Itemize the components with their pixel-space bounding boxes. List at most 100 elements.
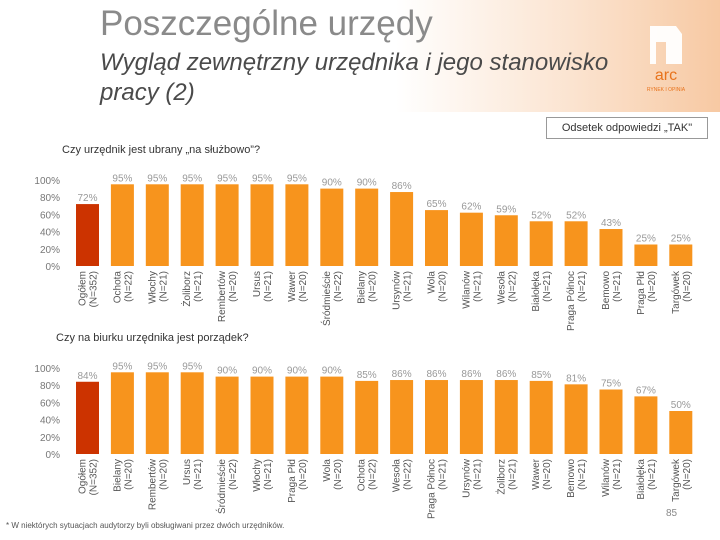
chart2-bar [459, 380, 483, 454]
chart2-value-label: 90% [287, 366, 307, 377]
category-n: (N=21) [542, 271, 553, 302]
chart1-value-label: 62% [461, 202, 481, 213]
chart2-category-label: Wesoła(N=22) [392, 459, 414, 493]
page-number: 85 [666, 508, 678, 519]
category-name: Wilanów [461, 270, 472, 309]
chart2-bar [355, 380, 379, 454]
category-n: (N=20) [298, 271, 309, 302]
category-n: (N=21) [158, 271, 169, 302]
svg-text:RYNEK I OPINIA: RYNEK I OPINIA [647, 87, 686, 93]
category-name: Śródmieście [215, 459, 228, 514]
category-n: (N=20) [123, 459, 134, 490]
category-name: Ursynów [461, 458, 472, 498]
category-name: Ochota [357, 459, 368, 492]
chart2-bar [285, 376, 309, 454]
category-name: Rembertów [147, 458, 158, 510]
chart2-value-label: 95% [182, 361, 202, 372]
chart1-title: Czy urzędnik jest ubrany „na służbowo”? [62, 144, 261, 156]
category-name: Ursus [182, 459, 193, 485]
category-n: (N=20) [438, 271, 449, 302]
chart2-value-label: 90% [252, 366, 272, 377]
chart1-ytick: 40% [40, 228, 60, 239]
chart2-category-label: Wawer(N=20) [531, 458, 553, 490]
chart1-bar [145, 184, 169, 266]
category-n: (N=352) [89, 459, 100, 495]
chart2-category-label: Białołęka(N=21) [636, 459, 658, 500]
chart2-category-label: Bemowo(N=21) [566, 459, 588, 498]
chart2-ytick: 0% [46, 450, 61, 461]
chart2-value-label: 86% [461, 369, 481, 380]
category-name: Wesoła [392, 459, 403, 493]
category-n: (N=22) [123, 271, 134, 302]
category-n: (N=20) [333, 459, 344, 490]
category-name: Wesoła [496, 271, 507, 305]
chart2-value-label: 90% [322, 366, 342, 377]
chart1-bar [320, 188, 344, 266]
category-n: (N=22) [403, 459, 414, 490]
chart2-value-label: 75% [601, 379, 621, 390]
chart2-bar [145, 372, 169, 454]
chart1-bar [599, 229, 623, 266]
category-name: Białołęka [531, 271, 542, 312]
chart1-value-label: 65% [426, 199, 446, 210]
chart2-bar [180, 372, 204, 454]
category-name: Śródmieście [320, 271, 333, 326]
chart1-category-label: Praga Płd(N=20) [636, 271, 658, 315]
chart2-value-label: 95% [112, 361, 132, 372]
category-n: (N=21) [193, 459, 204, 490]
chart1-category-label: Ursynów(N=21) [392, 270, 414, 310]
chart1-category-label: Żoliborz(N=21) [180, 271, 204, 307]
chart1-category-label: Wesoła(N=22) [496, 271, 518, 305]
chart2-category-label: Wola(N=20) [322, 459, 344, 490]
chart1-ytick: 20% [40, 245, 60, 256]
category-name: Praga Północ [566, 271, 577, 331]
chart1-bar [110, 184, 134, 266]
chart2-category-label: Ursynów(N=21) [461, 458, 483, 498]
chart2-value-label: 67% [636, 385, 656, 396]
category-n: (N=21) [647, 459, 658, 490]
chart1-bar [564, 221, 588, 266]
page-title: Poszczególne urzędy [100, 4, 433, 43]
chart2-category-label: Żoliborz(N=21) [494, 459, 518, 495]
chart2-bar [564, 384, 588, 454]
chart2-category-label: Śródmieście(N=22) [215, 459, 239, 514]
chart2-value-label: 90% [217, 366, 237, 377]
category-n: (N=20) [298, 459, 309, 490]
chart1-bar [669, 244, 693, 266]
category-name: Bielany [112, 459, 123, 492]
chart2-value-label: 85% [531, 370, 551, 381]
chart2-ytick: 20% [40, 433, 60, 444]
chart1-category-label: Wola(N=20) [427, 271, 449, 302]
chart1-bar [76, 204, 99, 266]
category-name: Bielany [357, 271, 368, 304]
chart2-bar [425, 380, 448, 454]
chart2-title: Czy na biurku urzędnika jest porządek? [56, 332, 249, 344]
chart1-value-label: 52% [531, 210, 551, 221]
chart1-bar [634, 244, 658, 266]
chart2-ytick: 60% [40, 398, 60, 409]
category-name: Praga Płd [636, 271, 647, 315]
category-n: (N=21) [193, 271, 204, 302]
chart1-bar [180, 184, 204, 266]
category-name: Wola [322, 459, 333, 482]
chart2-bar [669, 411, 693, 454]
chart2-value-label: 84% [77, 371, 97, 382]
chart1-category-label: Ursus(N=21) [252, 271, 274, 302]
category-name: Ochota [112, 271, 123, 304]
category-n: (N=20) [368, 271, 379, 302]
chart2-bar [320, 376, 344, 454]
chart2-category-label: Wilanów(N=21) [601, 458, 623, 497]
chart1-value-label: 43% [601, 218, 621, 229]
chart2-category-label: Bielany(N=20) [112, 459, 134, 492]
chart1-value-label: 95% [252, 173, 272, 184]
chart1-value-label: 52% [566, 210, 586, 221]
svg-text:arc: arc [655, 67, 677, 84]
chart2-bar [599, 389, 623, 454]
chart2-category-label: Ursus(N=21) [182, 459, 204, 490]
footnote: * W niektórych sytuacjach audytorzy byli… [6, 521, 285, 530]
category-n: (N=22) [368, 459, 379, 490]
category-name: Białołęka [636, 459, 647, 500]
category-n: (N=20) [158, 459, 169, 490]
chart1-category-label: Włochy(N=21) [147, 271, 169, 304]
category-n: (N=21) [577, 271, 588, 302]
